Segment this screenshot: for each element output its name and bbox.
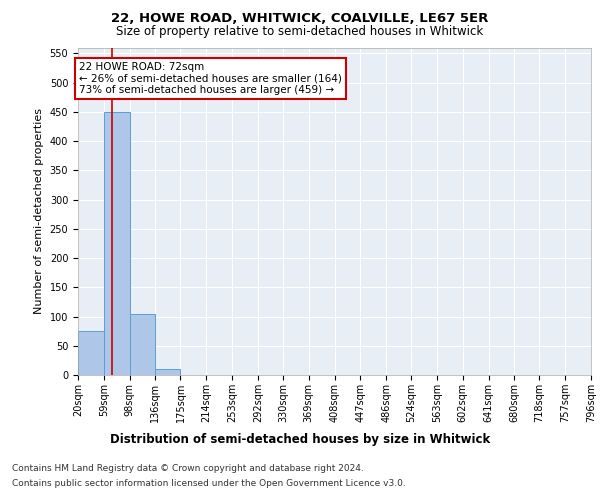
Text: Contains HM Land Registry data © Crown copyright and database right 2024.: Contains HM Land Registry data © Crown c… xyxy=(12,464,364,473)
Text: 22, HOWE ROAD, WHITWICK, COALVILLE, LE67 5ER: 22, HOWE ROAD, WHITWICK, COALVILLE, LE67… xyxy=(112,12,488,26)
Text: Size of property relative to semi-detached houses in Whitwick: Size of property relative to semi-detach… xyxy=(116,25,484,38)
Text: Distribution of semi-detached houses by size in Whitwick: Distribution of semi-detached houses by … xyxy=(110,432,490,446)
Text: Contains public sector information licensed under the Open Government Licence v3: Contains public sector information licen… xyxy=(12,479,406,488)
Bar xyxy=(104,112,130,375)
Text: 22 HOWE ROAD: 72sqm
← 26% of semi-detached houses are smaller (164)
73% of semi-: 22 HOWE ROAD: 72sqm ← 26% of semi-detach… xyxy=(79,62,342,96)
Bar xyxy=(155,369,181,375)
Y-axis label: Number of semi-detached properties: Number of semi-detached properties xyxy=(34,108,44,314)
Bar xyxy=(78,331,104,375)
Bar xyxy=(130,314,155,375)
